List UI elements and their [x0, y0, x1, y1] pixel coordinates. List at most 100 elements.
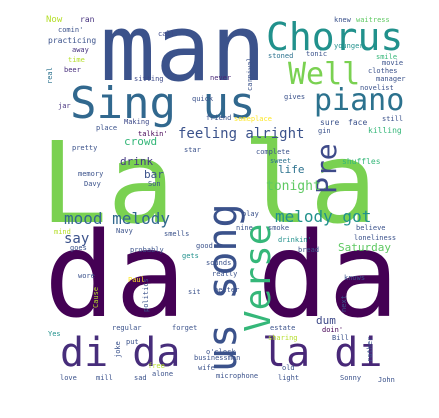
- word-old: old: [282, 364, 295, 372]
- word-pretty: pretty: [72, 144, 97, 152]
- word-killing: killing: [368, 126, 402, 135]
- word-son: Son: [148, 180, 161, 188]
- word-star: star: [184, 146, 201, 154]
- word-tonight: tonight: [266, 179, 321, 194]
- word-la-di: la di: [262, 330, 382, 376]
- word-smoke: smoke: [268, 224, 289, 232]
- word-carnival: carnival: [246, 57, 254, 91]
- word-oclock: o'clock: [206, 348, 236, 356]
- word-shuffles: shuffles: [342, 157, 381, 166]
- word-next: next: [340, 295, 348, 312]
- word-never: never: [210, 74, 231, 82]
- word-la-la: La la: [40, 119, 377, 249]
- word-mind: mind: [54, 228, 71, 236]
- word-put: put: [126, 338, 139, 346]
- word-really: really: [212, 270, 237, 278]
- word-waitress: waitress: [356, 16, 390, 24]
- word-friend: friend: [206, 114, 231, 122]
- word-doin: doin': [322, 326, 343, 334]
- word-face: face: [348, 118, 367, 127]
- word-smells: smells: [164, 230, 189, 238]
- word-place: place: [96, 124, 117, 132]
- word-call: call: [158, 30, 175, 38]
- word-tonic: tonic: [306, 50, 327, 58]
- word-play: play: [242, 210, 259, 218]
- word-love: love: [60, 374, 77, 382]
- word-complete: complete: [256, 148, 290, 156]
- word-nine: nine: [236, 224, 253, 232]
- word-businessmen: businessmen: [194, 354, 240, 362]
- word-joke: joke: [114, 341, 122, 358]
- word-da-da: da da: [44, 206, 399, 344]
- word-quick: quick: [192, 95, 214, 103]
- word-loneliness: loneliness: [354, 234, 396, 242]
- word-knows: knows: [344, 274, 365, 282]
- word-still: still: [382, 115, 403, 123]
- word-sharing: sharing: [268, 334, 298, 342]
- word-forget: forget: [172, 324, 197, 332]
- word-saturday: Saturday: [338, 241, 391, 254]
- word-bar: bar: [144, 168, 164, 181]
- word-someplace: someplace: [234, 115, 272, 123]
- word-sonny: Sonny: [340, 374, 361, 382]
- word-wife: wife: [198, 364, 215, 372]
- word-ran: ran: [80, 15, 95, 24]
- word-regular: regular: [112, 324, 142, 332]
- word-comin: comin': [58, 26, 83, 34]
- word-piano: piano: [314, 83, 404, 118]
- word-mill: mill: [96, 374, 113, 382]
- word-real: real: [46, 67, 54, 84]
- word-politics: politics: [142, 278, 150, 312]
- word-better: better: [214, 286, 239, 294]
- word-pre: Pre: [310, 143, 343, 194]
- word-life: life: [278, 163, 305, 176]
- word-rather: rather: [366, 337, 374, 362]
- word-goes: goes: [70, 244, 87, 252]
- word-younger: younger: [334, 42, 364, 50]
- word-sad: sad: [134, 374, 147, 382]
- word-sounds: sounds: [206, 259, 231, 267]
- word-sure: sure: [320, 118, 339, 127]
- word-novelist: novelist: [360, 84, 394, 92]
- word-gets: gets: [182, 252, 199, 260]
- word-estate: estate: [270, 324, 295, 332]
- word-verse: Verse: [238, 224, 279, 332]
- word-bill: Bill: [332, 334, 349, 342]
- word-jar: jar: [58, 102, 71, 110]
- word-talkin: talkin': [138, 130, 168, 138]
- word-microphone: microphone: [216, 372, 258, 380]
- word-drink: drink: [120, 155, 153, 168]
- word-gin: gin: [318, 127, 331, 135]
- word-practicing: practicing: [48, 36, 96, 45]
- word-movie: movie: [382, 59, 403, 67]
- word-memory: memory: [78, 170, 103, 178]
- word-alone: alone: [152, 370, 173, 378]
- word-smile: smile: [376, 53, 397, 61]
- word-feeling-alright: feeling alright: [178, 126, 304, 142]
- word-manager: manager: [376, 75, 406, 83]
- word-drinkin: drinkin': [278, 236, 312, 244]
- word-wore: wore: [78, 272, 95, 280]
- word-free: free: [148, 362, 165, 370]
- word-stoned: stoned: [268, 52, 293, 60]
- word-paul: Paul: [128, 276, 145, 284]
- word-say: say: [64, 231, 89, 247]
- word-man: man: [100, 0, 266, 102]
- word-sing-us: Sing us: [70, 78, 255, 129]
- word-now: Now: [46, 15, 63, 25]
- word-sitting: sitting: [134, 75, 164, 83]
- word-bread: bread: [298, 246, 319, 254]
- word-gives: gives: [284, 93, 305, 101]
- word-navy: Navy: [116, 227, 133, 235]
- word-sweet: sweet: [270, 157, 291, 165]
- word-sit: sit: [188, 288, 201, 296]
- word-making: Making: [124, 118, 149, 126]
- word-dum: dum: [316, 314, 336, 327]
- word-good: good: [196, 242, 213, 250]
- word-beer: beer: [64, 66, 81, 74]
- word-clothes: clothes: [368, 67, 398, 75]
- word-john: John: [378, 376, 395, 384]
- word-time: time: [68, 56, 85, 64]
- word-us-song: us song: [200, 203, 246, 372]
